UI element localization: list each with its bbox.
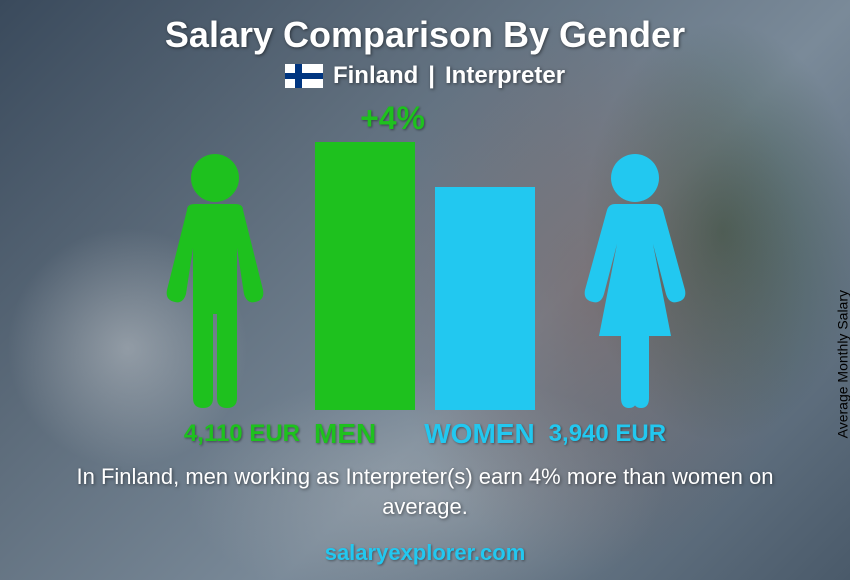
finland-flag-icon [285,64,323,88]
source-footer: salaryexplorer.com [0,540,850,566]
subtitle-country: Finland [333,62,418,90]
male-figure-icon [145,150,285,410]
chart-description: In Finland, men working as Interpreter(s… [65,462,785,521]
difference-label: +4% [360,100,425,137]
chart-title: Salary Comparison By Gender [0,0,850,56]
subtitle-separator: | [428,62,435,90]
female-salary-bar [435,187,535,410]
male-label: MEN [314,418,376,450]
male-salary-bar [315,142,415,410]
infographic-container: Salary Comparison By Gender Finland | In… [0,0,850,580]
female-salary-value: 3,940 EUR [549,420,666,448]
female-figure-icon [565,150,705,410]
y-axis-label: Average Monthly Salary [834,290,850,438]
male-salary-value: 4,110 EUR [184,420,300,448]
labels-row: 4,110 EUR MEN WOMEN 3,940 EUR [115,418,735,450]
subtitle-job: Interpreter [445,62,565,90]
chart-subtitle: Finland | Interpreter [0,62,850,90]
chart-area: +4% [145,110,705,410]
female-label: WOMEN [424,418,534,450]
